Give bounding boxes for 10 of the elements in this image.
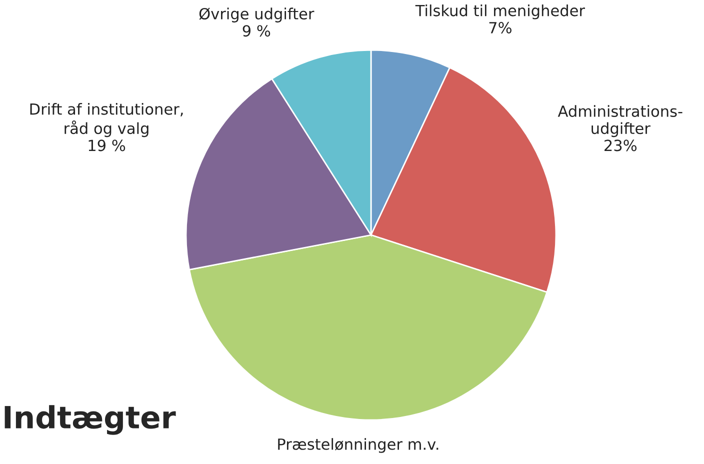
data-label: 23%	[604, 140, 637, 152]
slice-label: Tilskud til menigheder	[415, 4, 586, 20]
text: Indtægter	[4, 405, 176, 435]
data-label: 7%	[489, 22, 512, 34]
slice-label: Administrations- udgifter	[558, 105, 682, 138]
slice-label: Drift af institutioner, råd og valg	[30, 103, 183, 138]
slice-label: Øvrige udgifter	[199, 8, 314, 22]
slice-label: Præstelønninger m.v.	[278, 438, 438, 453]
data-label: 19 %	[88, 140, 126, 152]
data-label: 9 %	[242, 25, 270, 37]
